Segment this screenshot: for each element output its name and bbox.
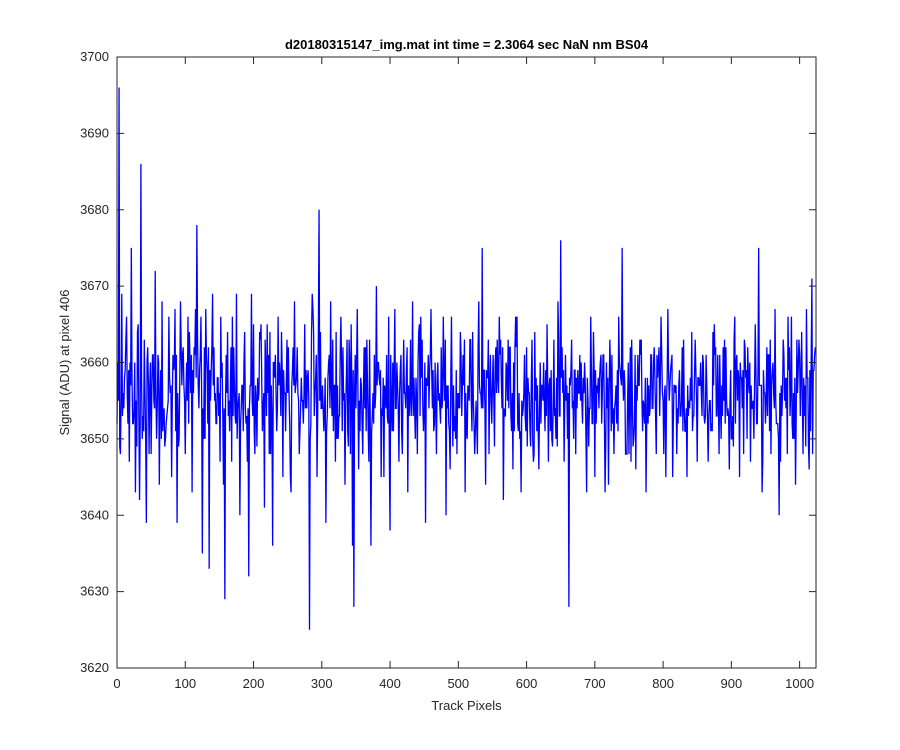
series-layer bbox=[116, 87, 816, 630]
x-tick-label: 100 bbox=[174, 676, 196, 691]
y-tick-label: 3660 bbox=[80, 355, 109, 370]
y-tick-label: 3690 bbox=[80, 125, 109, 140]
x-tick-label: 800 bbox=[652, 676, 674, 691]
tick-layer: 0 100 200 300 400 500 600 700 800 900 1000 3620 3630… bbox=[80, 49, 816, 691]
axes-box bbox=[116, 56, 817, 669]
signal-series-line bbox=[116, 87, 816, 630]
x-tick-label: 500 bbox=[447, 676, 469, 691]
x-tick-label: 300 bbox=[311, 676, 333, 691]
y-tick-label: 3670 bbox=[80, 278, 109, 293]
x-tick-label: 700 bbox=[584, 676, 606, 691]
y-tick-label: 3620 bbox=[80, 660, 109, 675]
x-axis-label: Track Pixels bbox=[431, 698, 502, 713]
y-tick-label: 3700 bbox=[80, 49, 109, 64]
x-tick-label: 400 bbox=[379, 676, 401, 691]
y-axis-label: Signal (ADU) at pixel 406 bbox=[57, 290, 72, 436]
x-tick-label: 600 bbox=[516, 676, 538, 691]
y-tick-label: 3680 bbox=[80, 202, 109, 217]
x-tick-label: 1000 bbox=[785, 676, 814, 691]
x-tick-label: 0 bbox=[113, 676, 120, 691]
chart-title: d20180315147_img.mat int time = 2.3064 s… bbox=[285, 37, 649, 52]
x-tick-label: 200 bbox=[243, 676, 265, 691]
y-tick-label: 3630 bbox=[80, 584, 109, 599]
x-tick-label: 900 bbox=[721, 676, 743, 691]
y-tick-label: 3640 bbox=[80, 507, 109, 522]
y-tick-label: 3650 bbox=[80, 431, 109, 446]
